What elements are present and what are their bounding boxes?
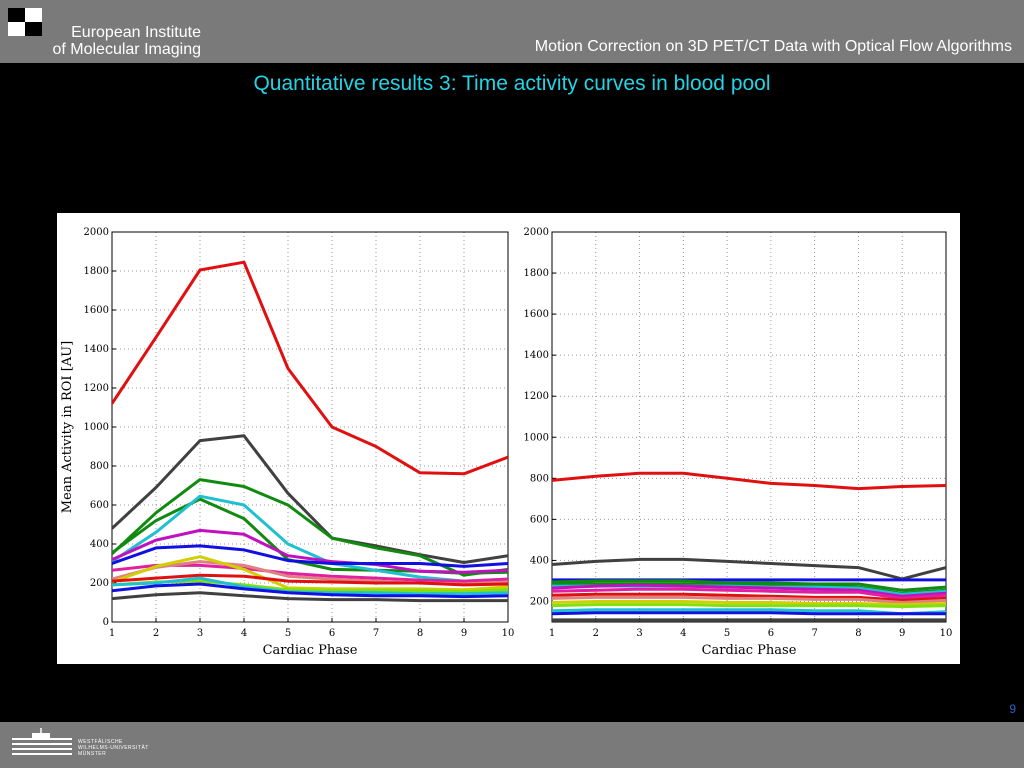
- y-tick-label: 800: [90, 461, 109, 472]
- chart-figure: 0 200 400 600 800 1000 1200 1400 1600 1800 2000 1 2 3…: [57, 213, 960, 664]
- x-tick-label: 7: [373, 628, 379, 639]
- x-tick-label: 8: [855, 628, 861, 639]
- series-line-12: [552, 603, 946, 609]
- series-line-8: [552, 587, 946, 600]
- x-tick-label: 10: [502, 628, 515, 639]
- chart-panel-1: 0 200 400 600 800 1000 1200 1400 1600 1800 2000 1 2 3…: [60, 227, 514, 658]
- x-tick-label: 3: [636, 628, 642, 639]
- x-tick-label: 10: [940, 628, 953, 639]
- series-line-13: [552, 608, 946, 616]
- header-bar: European Institute of Molecular Imaging …: [0, 0, 1024, 63]
- y-tick-label: 1600: [524, 309, 549, 320]
- y-tick-label: 400: [530, 555, 549, 566]
- y-tick-label: 800: [530, 473, 549, 484]
- y-tick-label: 1400: [84, 344, 109, 355]
- y-tick-label: 0: [103, 617, 109, 628]
- y-tick-label: 1200: [524, 391, 549, 402]
- eimi-logo: [8, 8, 44, 38]
- series-line-1: [552, 471, 946, 491]
- y-tick-label: 1800: [84, 266, 109, 277]
- y-tick-label: 400: [90, 539, 109, 550]
- university-line-3: MÜNSTER: [78, 751, 107, 757]
- series-group: [552, 471, 946, 622]
- y-tick-label: 1000: [84, 422, 109, 433]
- series-line-7: [112, 544, 508, 568]
- y-axis-label: Mean Activity in ROI [AU]: [60, 341, 75, 513]
- x-tick-label: 2: [153, 628, 159, 639]
- series-line-7: [552, 583, 946, 598]
- y-tick-label: 1600: [84, 305, 109, 316]
- x-tick-label: 1: [549, 628, 555, 639]
- x-tick-label: 6: [768, 628, 774, 639]
- university-line-1: WESTFÄLISCHE: [78, 739, 123, 745]
- x-tick-label: 5: [724, 628, 730, 639]
- y-tick-label: 600: [530, 514, 549, 525]
- y-tick-label: 1400: [524, 350, 549, 361]
- plot-frame: [551, 231, 947, 623]
- series-line-15: [112, 591, 508, 603]
- x-tick-label: 6: [329, 628, 335, 639]
- y-tick-label: 200: [90, 578, 109, 589]
- presentation-title: Motion Correction on 3D PET/CT Data with…: [534, 38, 1012, 55]
- series-line-11: [552, 600, 946, 607]
- series-line-9: [552, 592, 946, 602]
- series-line-11: [112, 573, 508, 587]
- y-tick-label: 1800: [524, 268, 549, 279]
- x-tick-label: 9: [461, 628, 467, 639]
- y-tick-label: 600: [90, 500, 109, 511]
- organization-name: European Institute of Molecular Imaging: [28, 24, 201, 58]
- series-line-14: [552, 611, 946, 616]
- x-axis-label: Cardiac Phase: [263, 643, 358, 658]
- series-line-2: [112, 434, 508, 564]
- university-logo-icon: [12, 728, 72, 755]
- x-axis-label: Cardiac Phase: [702, 643, 797, 658]
- organization-line-2: of Molecular Imaging: [52, 41, 201, 58]
- series-line-10: [112, 555, 508, 592]
- x-tick-label: 4: [241, 628, 247, 639]
- page-number: 9: [1009, 702, 1016, 716]
- x-tick-label: 3: [197, 628, 203, 639]
- series-line-14: [112, 582, 508, 599]
- series-line-4: [552, 579, 946, 592]
- university-line-2: WILHELMS-UNIVERSITÄT: [78, 745, 149, 751]
- x-tick-label: 5: [285, 628, 291, 639]
- y-tick-label: 1000: [524, 432, 549, 443]
- x-tick-label: 9: [899, 628, 905, 639]
- series-line-6: [112, 528, 508, 574]
- y-tick-label: 200: [530, 596, 549, 607]
- series-line-10: [552, 595, 946, 604]
- series-line-2: [552, 557, 946, 581]
- series-line-1: [112, 260, 508, 476]
- series-group: [112, 260, 508, 603]
- organization-line-1: European Institute: [71, 24, 201, 41]
- y-tick-label: 2000: [524, 227, 549, 238]
- y-tick-label: 1200: [84, 383, 109, 394]
- y-tick-label: 2000: [84, 227, 109, 238]
- footer-bar: WESTFÄLISCHE WILHELMS-UNIVERSITÄT MÜNSTE…: [0, 722, 1024, 768]
- x-tick-label: 2: [593, 628, 599, 639]
- x-tick-label: 1: [109, 628, 115, 639]
- chart-panel-2: 200 400 600 800 1000 1200 1400 1600 1800 2000 1 2 3 4…: [524, 227, 953, 658]
- university-name: WESTFÄLISCHE WILHELMS-UNIVERSITÄT MÜNSTE…: [78, 739, 149, 757]
- x-tick-label: 4: [680, 628, 686, 639]
- x-tick-label: 8: [417, 628, 423, 639]
- slide-title: Quantitative results 3: Time activity cu…: [253, 72, 771, 95]
- x-tick-label: 7: [811, 628, 817, 639]
